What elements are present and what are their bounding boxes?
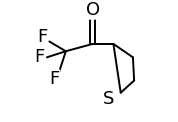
Text: S: S [103,90,114,108]
Text: F: F [37,28,47,46]
Text: F: F [49,70,59,88]
Text: O: O [86,1,100,19]
Text: F: F [35,48,45,66]
